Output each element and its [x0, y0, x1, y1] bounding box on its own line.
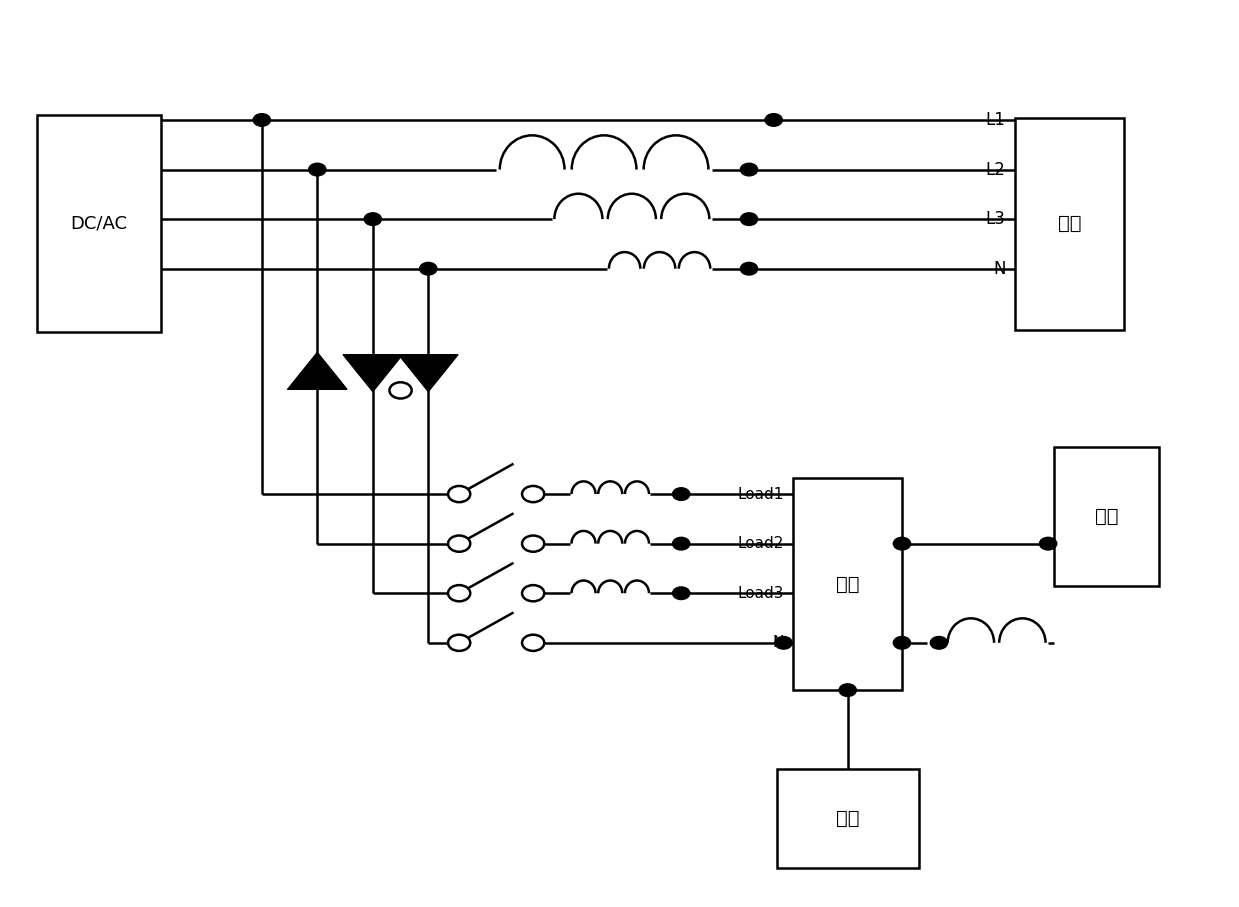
Text: N: N [772, 635, 783, 650]
Circle shape [741, 262, 757, 275]
Circle shape [774, 637, 792, 649]
Circle shape [741, 163, 757, 176]
Text: DC/AC: DC/AC [71, 215, 128, 232]
Circle shape [839, 684, 856, 697]
Circle shape [309, 163, 326, 176]
Text: Load1: Load1 [737, 486, 783, 502]
Circle shape [420, 262, 437, 275]
Circle shape [930, 637, 948, 649]
Text: N: N [994, 259, 1006, 278]
Text: 离网: 离网 [836, 575, 860, 594]
Bar [793, 478, 902, 690]
Circle shape [364, 213, 382, 226]
Circle shape [449, 535, 471, 551]
Circle shape [389, 382, 411, 398]
Circle shape [673, 537, 690, 550]
Bar [37, 115, 161, 332]
Text: L3: L3 [986, 210, 1006, 229]
Circle shape [449, 486, 471, 502]
Polygon shape [287, 353, 347, 389]
Circle shape [522, 486, 544, 502]
Text: Load2: Load2 [737, 536, 783, 551]
Text: 负载: 负载 [836, 809, 860, 828]
Text: L1: L1 [986, 111, 1006, 129]
Polygon shape [343, 355, 403, 392]
Bar [777, 769, 918, 868]
Bar [1016, 118, 1124, 329]
Circle shape [522, 635, 544, 651]
Text: 负载: 负载 [1095, 507, 1119, 526]
Circle shape [764, 113, 782, 126]
Text: Load3: Load3 [737, 586, 783, 600]
Circle shape [893, 537, 911, 550]
Circle shape [449, 585, 471, 601]
Circle shape [522, 535, 544, 551]
Circle shape [893, 637, 911, 649]
Circle shape [741, 213, 757, 226]
Bar [1054, 447, 1160, 587]
Circle shape [1040, 537, 1057, 550]
Polygon shape [399, 355, 458, 392]
Text: L2: L2 [986, 161, 1006, 179]
Circle shape [522, 585, 544, 601]
Circle shape [253, 113, 270, 126]
Circle shape [673, 587, 690, 600]
Circle shape [449, 635, 471, 651]
Circle shape [673, 488, 690, 501]
Text: 电网: 电网 [1058, 214, 1082, 233]
